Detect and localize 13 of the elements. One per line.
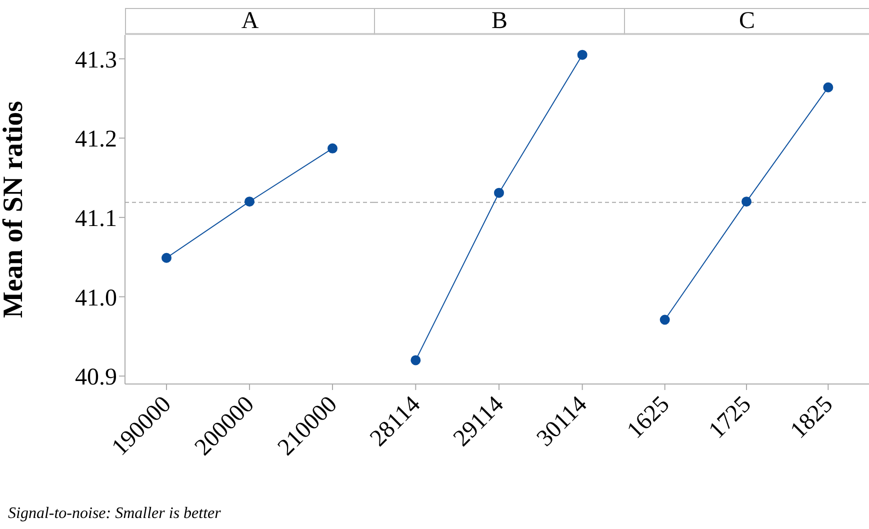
text: Signal-to-noise: Smaller is better [8, 505, 221, 523]
y-tick-label: 40.9 [75, 364, 117, 391]
chart-title: B [374, 8, 624, 35]
point [328, 143, 338, 154]
y-tick-label: 41.2 [75, 126, 117, 153]
y-tick-label: 41.1 [75, 206, 117, 232]
y-axis-title: Mean of SN ratios [0, 100, 29, 318]
y-tick-label: 41.0 [75, 285, 117, 312]
point [244, 196, 254, 207]
chart-title: C [624, 8, 869, 35]
chart-title: A [125, 8, 374, 35]
y-tick-label: 41.3 [75, 47, 117, 74]
point [162, 252, 172, 263]
